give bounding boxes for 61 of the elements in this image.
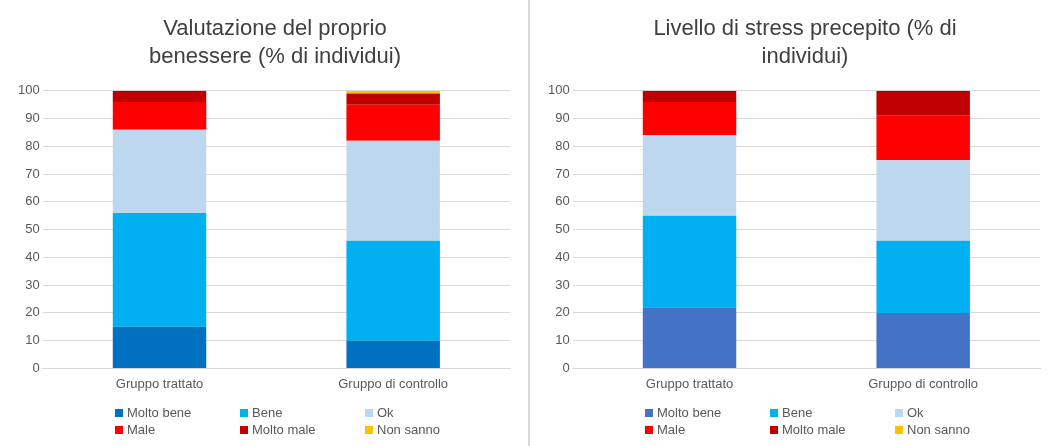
- bar: [876, 160, 970, 241]
- y-tick-label: 100: [547, 82, 570, 98]
- bar: [346, 93, 440, 105]
- legend-label: Non sanno: [377, 421, 440, 438]
- x-tick-label: Gruppo di controllo: [338, 375, 449, 391]
- chart-title: Livello di stress precepito (% di individui): [652, 14, 958, 70]
- y-tick-label: 60: [555, 193, 570, 209]
- bar: [112, 326, 207, 368]
- legend-label: Bene: [252, 404, 283, 421]
- y-tick-label: 20: [25, 304, 40, 320]
- bar: [346, 240, 440, 341]
- y-tick-label: 10: [25, 332, 40, 348]
- legend-label: Male: [127, 421, 156, 438]
- bar: [642, 90, 737, 102]
- legend-label: Molto bene: [657, 404, 722, 421]
- legend-label: Molto male: [782, 421, 846, 438]
- y-tick-label: 30: [555, 276, 570, 292]
- y-tick-label: 40: [555, 248, 570, 264]
- y-tick-label: 50: [25, 221, 40, 237]
- legend-label: Molto bene: [127, 404, 192, 421]
- y-tick-label: 50: [555, 221, 570, 237]
- legend-label: Bene: [782, 404, 813, 421]
- bar: [112, 90, 207, 102]
- legend-label: Non sanno: [907, 421, 970, 438]
- y-tick-label: 100: [17, 82, 40, 98]
- y-tick-label: 90: [25, 110, 40, 126]
- y-tick-label: 0: [32, 359, 40, 375]
- y-tick-label: 0: [562, 359, 570, 375]
- legend-label: Ok: [377, 404, 394, 421]
- chart-title: Valutazione del proprio benessere (% di individui): [148, 14, 402, 70]
- bar: [876, 115, 970, 161]
- y-tick-label: 60: [25, 193, 40, 209]
- bar: [642, 307, 737, 368]
- bar: [346, 104, 440, 141]
- y-tick-label: 10: [555, 332, 570, 348]
- bar: [346, 340, 440, 368]
- legend-label: Ok: [907, 404, 924, 421]
- y-tick-label: 90: [555, 110, 570, 126]
- x-tick-label: Gruppo trattato: [115, 375, 204, 391]
- bar: [112, 101, 207, 130]
- bar: [642, 101, 737, 136]
- x-tick-label: Gruppo di controllo: [868, 375, 979, 391]
- legend-label: Molto male: [252, 421, 316, 438]
- y-tick-label: 30: [25, 276, 40, 292]
- legend-label: Male: [657, 421, 686, 438]
- bar: [642, 135, 737, 216]
- y-tick-label: 70: [555, 165, 570, 181]
- bar: [876, 90, 970, 116]
- y-tick-label: 70: [25, 165, 40, 181]
- y-tick-label: 80: [555, 137, 570, 153]
- bar: [346, 90, 440, 94]
- bar: [112, 129, 207, 213]
- x-tick-label: Gruppo trattato: [645, 375, 734, 391]
- bar: [642, 215, 737, 308]
- y-tick-label: 80: [25, 137, 40, 153]
- bar: [112, 212, 207, 327]
- bar: [876, 312, 970, 368]
- bar: [346, 140, 440, 241]
- y-tick-label: 20: [555, 304, 570, 320]
- y-tick-label: 40: [25, 248, 40, 264]
- bar: [876, 240, 970, 313]
